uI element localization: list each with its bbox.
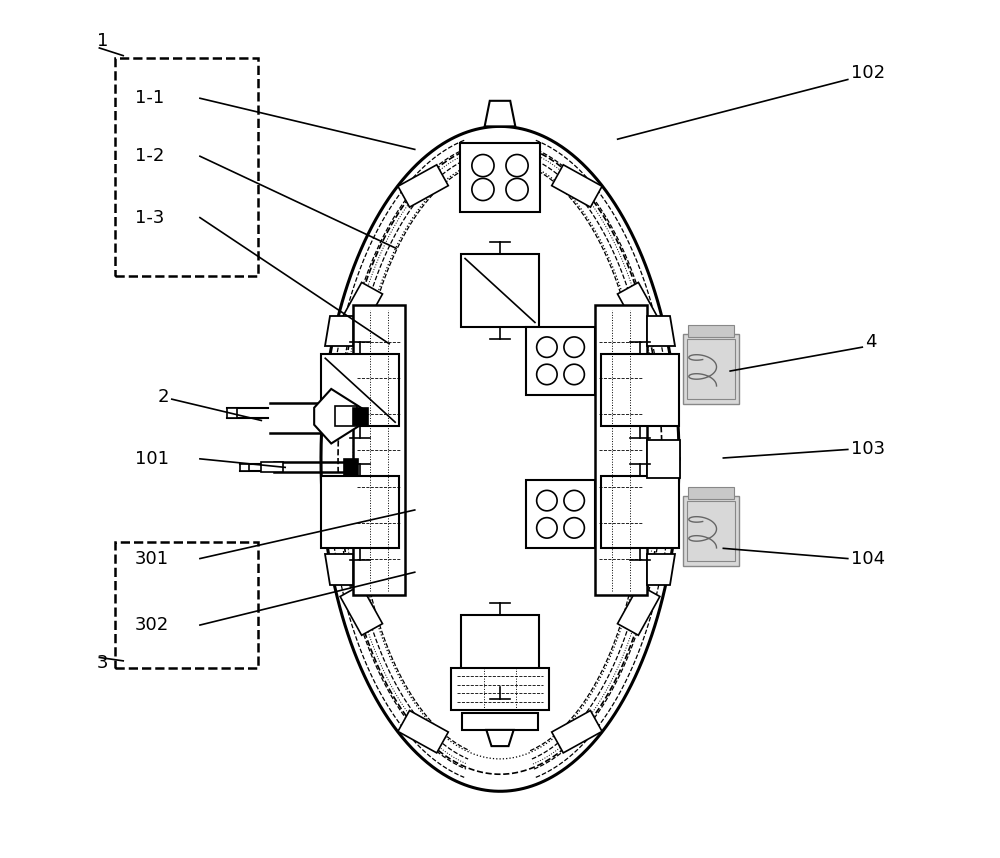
Bar xyxy=(687,501,735,561)
Polygon shape xyxy=(552,165,602,207)
Circle shape xyxy=(537,517,557,538)
Bar xyxy=(460,143,540,212)
Bar xyxy=(335,406,357,426)
Circle shape xyxy=(564,364,584,384)
Polygon shape xyxy=(617,282,660,333)
Text: 1-3: 1-3 xyxy=(135,208,165,227)
Bar xyxy=(461,615,539,687)
Circle shape xyxy=(506,154,528,177)
Bar xyxy=(601,476,679,548)
Text: 301: 301 xyxy=(135,550,169,568)
Bar xyxy=(462,713,538,730)
Bar xyxy=(115,58,258,275)
Circle shape xyxy=(472,154,494,177)
Circle shape xyxy=(472,178,494,201)
Circle shape xyxy=(564,337,584,358)
Text: 3: 3 xyxy=(97,655,108,673)
Bar xyxy=(353,408,368,425)
Bar xyxy=(526,327,595,395)
Polygon shape xyxy=(325,316,353,347)
Circle shape xyxy=(537,337,557,358)
Polygon shape xyxy=(398,165,448,207)
Circle shape xyxy=(506,178,528,201)
Text: 302: 302 xyxy=(135,616,169,634)
Text: 2: 2 xyxy=(157,388,169,406)
Text: 4: 4 xyxy=(865,333,876,351)
Text: 1: 1 xyxy=(97,32,108,50)
Polygon shape xyxy=(325,554,353,585)
Text: 1-1: 1-1 xyxy=(135,89,164,107)
Polygon shape xyxy=(485,100,515,126)
Circle shape xyxy=(537,491,557,511)
Bar xyxy=(688,325,734,337)
Polygon shape xyxy=(647,554,675,585)
Circle shape xyxy=(537,364,557,384)
Polygon shape xyxy=(647,316,675,347)
Polygon shape xyxy=(340,585,383,635)
Polygon shape xyxy=(398,710,448,753)
Polygon shape xyxy=(340,282,383,333)
Bar xyxy=(451,668,549,710)
Bar xyxy=(683,335,739,404)
Text: 102: 102 xyxy=(851,63,885,82)
Bar xyxy=(688,487,734,498)
Polygon shape xyxy=(314,389,364,444)
Bar xyxy=(683,496,739,566)
Bar xyxy=(344,459,358,476)
Bar xyxy=(353,305,405,595)
Circle shape xyxy=(564,491,584,511)
Text: 101: 101 xyxy=(135,450,169,468)
Bar xyxy=(227,408,237,418)
Bar xyxy=(601,354,679,426)
Bar xyxy=(461,254,539,327)
Bar xyxy=(115,541,258,668)
Bar xyxy=(321,354,399,426)
Text: 103: 103 xyxy=(851,440,885,458)
Bar xyxy=(687,340,735,399)
Bar xyxy=(261,462,283,473)
Bar xyxy=(647,440,680,478)
Polygon shape xyxy=(552,710,602,753)
Polygon shape xyxy=(617,585,660,635)
Text: 104: 104 xyxy=(851,550,885,568)
Bar xyxy=(595,305,647,595)
Circle shape xyxy=(564,517,584,538)
Polygon shape xyxy=(486,730,514,746)
Bar xyxy=(240,464,249,471)
Text: 1-2: 1-2 xyxy=(135,148,165,166)
Bar xyxy=(526,480,595,548)
Bar xyxy=(321,476,399,548)
